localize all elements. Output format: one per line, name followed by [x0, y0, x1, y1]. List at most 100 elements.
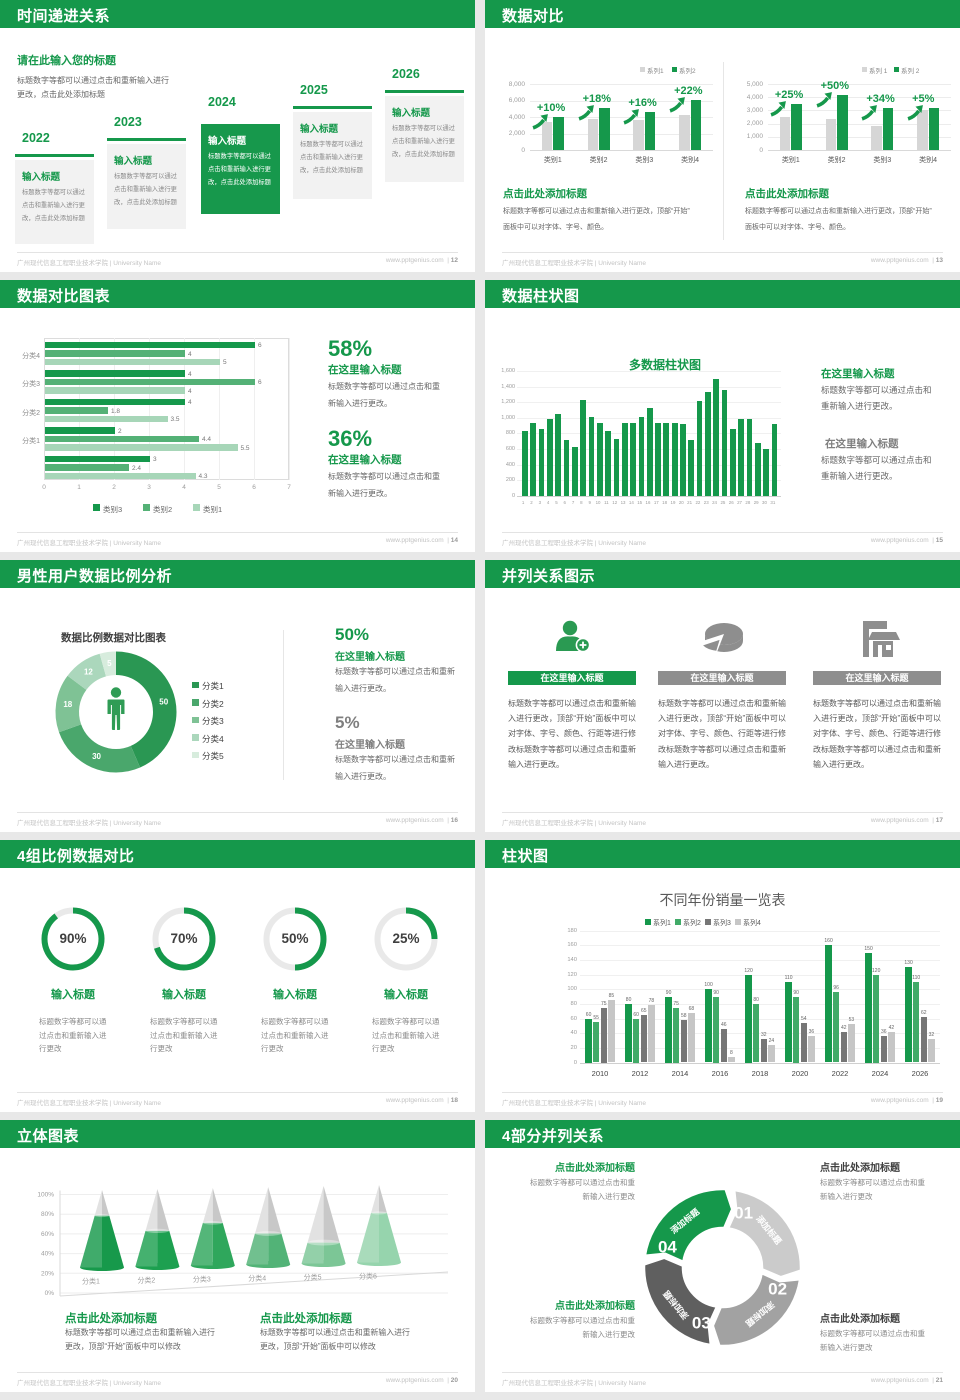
bar-value-label: 96: [833, 985, 839, 992]
bar-value-label: 65: [641, 1007, 647, 1014]
x-tick-label: 7: [571, 499, 575, 505]
cone: [80, 1190, 124, 1271]
bar-value-label: 24: [768, 1037, 775, 1044]
footer-left: 广州现代信息工程职业技术学院 | University Name: [502, 1380, 646, 1387]
segment-value-label: 30: [92, 752, 101, 761]
y-tick-label: 40: [570, 1030, 577, 1037]
bar-value-label: 110: [912, 974, 921, 981]
footer-site: www.pptgenius.com: [870, 257, 929, 264]
footer-left: 广州现代信息工程职业技术学院 | University Name: [502, 260, 646, 267]
polygon-shape: [586, 104, 594, 113]
grouped-bar-chart: 系列1 系列2 系列3 系列4 0 20 40 60 80 100 120 140 160 180 60 55…: [485, 840, 960, 1080]
y-tick-label: 800: [505, 430, 515, 437]
ellipse-shape: [307, 1239, 340, 1246]
y-tick-label: 180: [567, 927, 577, 934]
stat-title-2: 在这里输入标题: [335, 740, 405, 751]
x-tick-label: 6: [563, 499, 566, 505]
chart-title: 多数据柱状图: [628, 358, 701, 372]
legend-label: 分类1: [202, 681, 224, 691]
stat-body-1: 标题数字等都可以通过点击和重新输入进行更改。: [328, 382, 440, 408]
bar: [688, 1012, 695, 1063]
bar-value-label: 4: [188, 399, 192, 406]
cycle-segment: [643, 1257, 718, 1346]
slide-progress-rings: 4组比例数据对比 90% 输入标题 标题数字等都可以通过点击和重新输入进行更改 70%…: [0, 840, 475, 1112]
polygon-shape: [212, 1222, 235, 1266]
y-tick-label: 0: [573, 1059, 577, 1066]
cycle-segment: [712, 1272, 801, 1347]
x-category-label: 类别4: [919, 157, 938, 164]
block-body-2: 标题数字等都可以通过点击和重新输入进行更改。: [821, 455, 932, 482]
bar-series1: [779, 117, 791, 150]
cycle-block-title-tr: 点击此处添加标题: [820, 1163, 900, 1174]
year-label: 2022: [22, 131, 50, 145]
male-person-icon: [107, 687, 125, 730]
divider-line: [723, 62, 724, 240]
footer-site: www.pptgenius.com: [870, 817, 929, 824]
ring-progress-arc: [294, 907, 327, 971]
growth-label: +50%: [820, 80, 850, 93]
bar: [596, 423, 603, 496]
slide-title: 立体图表: [17, 1127, 80, 1145]
bar: [760, 1039, 767, 1063]
cone: [135, 1189, 180, 1270]
polygon-shape: [246, 1233, 269, 1265]
y-tick-label: 1,000: [501, 414, 515, 421]
bar-value-label: 150: [864, 945, 873, 952]
cycle-block-body-tl: 标题数字等都可以通过点击和重新输入进行更改: [530, 1178, 635, 1201]
slide-footer: 广州现代信息工程职业技术学院 | University Name www.ppt…: [502, 812, 943, 830]
ring-body: 标题数字等都可以通过点击和重新输入进行更改: [261, 1017, 329, 1053]
x-category-label: 类别2: [589, 157, 608, 164]
legend-swatch: [894, 67, 899, 72]
h-bar: [45, 378, 255, 385]
caption-body-left: 标题数字等都可以通过点击和重新输入进行更改，顶部“开始”面板中可以对字体、字号、…: [503, 208, 690, 232]
item-icon-wrap: [508, 615, 636, 661]
donut-segment: [67, 653, 107, 690]
caption-title-right: 点击此处添加标题: [745, 188, 829, 200]
cone: [301, 1186, 346, 1267]
x-axis-line: [580, 1062, 940, 1064]
bar-value-label: 130: [904, 960, 913, 967]
footer-left: 广州现代信息工程职业技术学院 | University Name: [502, 820, 646, 827]
bar-series2: [690, 100, 702, 150]
horizontal-bar-chart: 0 1 2 3 4 5 6 7 分类4 6 4 5 分类3 4 6 4 分类2 4 1.8 3.5 分类1 2 4.4 5.5…: [0, 280, 310, 525]
bar: [721, 390, 728, 496]
bar: [848, 1023, 855, 1063]
bar: [705, 392, 711, 496]
block-title-2: 在这里输入标题: [825, 438, 899, 450]
gridline: [580, 1047, 940, 1049]
growth-label: +10%: [536, 102, 566, 114]
bar: [730, 429, 736, 496]
x-category-label: 类别2: [827, 157, 846, 164]
ring-progress-arc: [41, 907, 105, 971]
x-tick-label: 16: [645, 499, 651, 505]
stat-pct-2: 36%: [328, 426, 373, 451]
polygon-shape: [824, 92, 832, 101]
footer-right: www.pptgenius.com | 13: [870, 257, 943, 264]
bar-chart-left: 系列1 系列2 0 2,000 4,000 6,000 8,000 +10% 类别1 +18% 类别…: [485, 0, 723, 180]
footer-site: www.pptgenius.com: [385, 1377, 444, 1384]
bar-value-label: 36: [808, 1029, 815, 1036]
bar: [873, 974, 880, 1063]
slide-column-chart: 数据柱状图 多数据柱状图 0 200 400 600 800 1,000 1,200 1,40…: [485, 280, 960, 552]
footer-page-number: 12: [450, 257, 458, 264]
donut-segment: [58, 724, 141, 773]
bar: [905, 967, 912, 1063]
gridline: [580, 1018, 940, 1020]
polygon-shape: [190, 1222, 213, 1266]
bar: [563, 439, 570, 496]
stat-body-1: 标题数字等都可以通过点击和重新输入进行更改。: [335, 667, 455, 693]
segment-number: 04: [658, 1237, 677, 1256]
donut-chart: 50 30 18 12 5 分类1 分类2 分类3 分类4 分类5: [0, 560, 280, 800]
card-title: 输入标题: [22, 172, 61, 183]
slide-header-bar: 4部分并列关系: [485, 1120, 960, 1148]
donut-segment: [55, 675, 87, 733]
year-label: 2025: [300, 83, 328, 97]
item-title-bar: 在这里输入标题: [658, 671, 786, 685]
bar-value-label: 60: [585, 1011, 592, 1018]
polygon-shape: [202, 1188, 213, 1223]
bar-value-label: 46: [721, 1021, 727, 1028]
footer-right: www.pptgenius.com | 20: [385, 1377, 458, 1384]
polygon-shape: [379, 1212, 401, 1263]
gridline-v: [114, 337, 115, 480]
